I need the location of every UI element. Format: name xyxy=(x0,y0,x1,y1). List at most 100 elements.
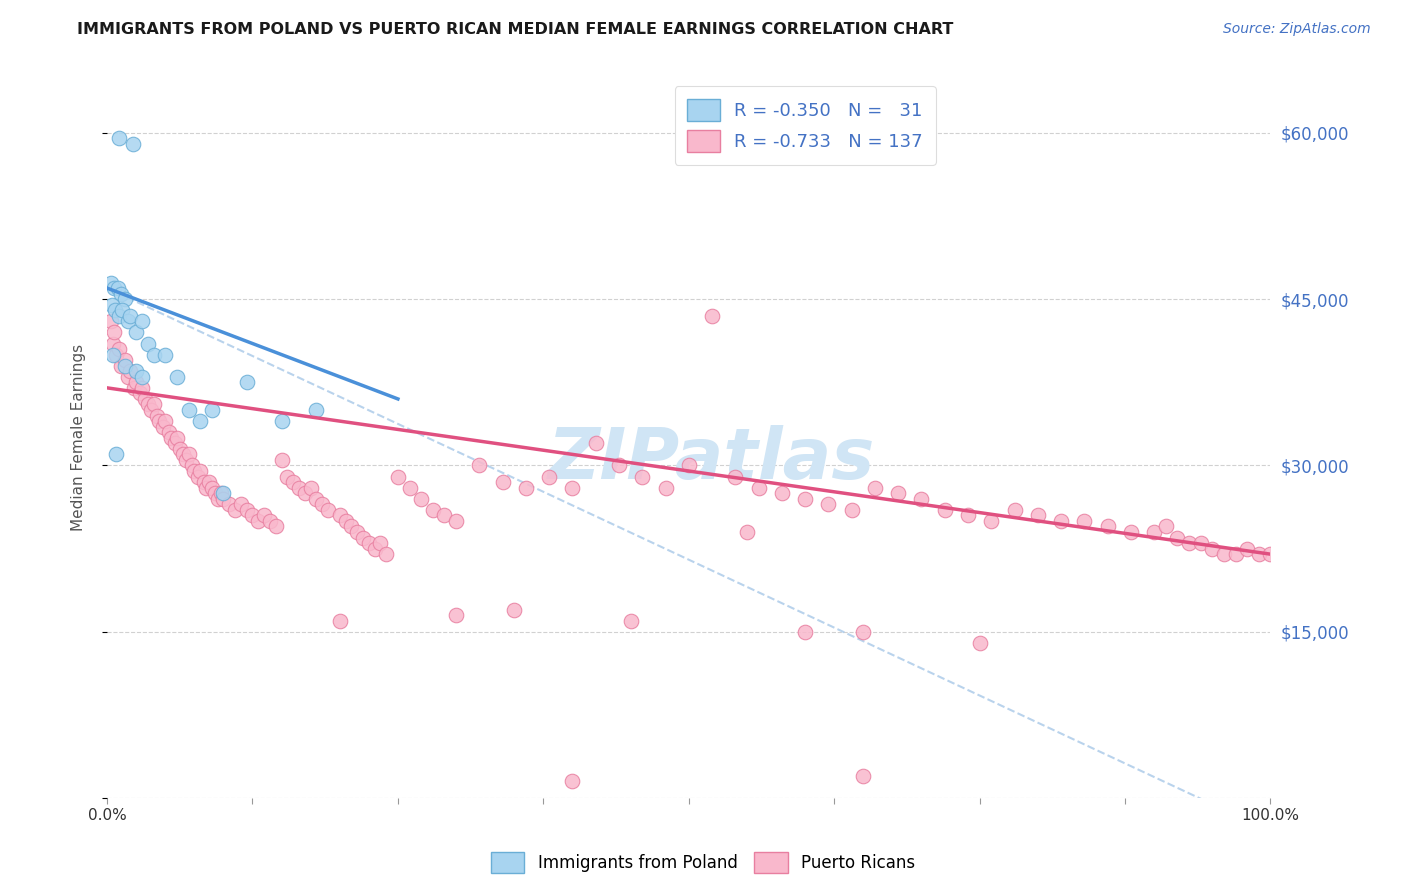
Point xyxy=(444,608,467,623)
Point xyxy=(212,491,235,506)
Point xyxy=(794,491,817,506)
Point xyxy=(148,414,170,428)
Point xyxy=(934,503,956,517)
Point xyxy=(107,309,129,323)
Point xyxy=(100,298,122,312)
Point xyxy=(155,348,177,362)
Point xyxy=(183,464,205,478)
Legend: R = -0.350   N =   31, R = -0.733   N = 137: R = -0.350 N = 31, R = -0.733 N = 137 xyxy=(675,87,936,165)
Point xyxy=(264,519,287,533)
Point xyxy=(620,614,643,628)
Point xyxy=(242,508,264,523)
Point xyxy=(305,403,328,417)
Point xyxy=(363,541,385,556)
Point xyxy=(1097,519,1119,533)
Point xyxy=(114,292,136,306)
Y-axis label: Median Female Earnings: Median Female Earnings xyxy=(72,344,86,532)
Point xyxy=(1178,536,1201,550)
Point xyxy=(121,136,143,151)
Point xyxy=(174,453,197,467)
Point xyxy=(1004,503,1026,517)
Point xyxy=(142,348,165,362)
Point xyxy=(299,481,322,495)
Point xyxy=(1213,547,1236,561)
Point xyxy=(177,403,200,417)
Point xyxy=(1260,547,1282,561)
Point xyxy=(198,475,221,489)
Point xyxy=(375,547,398,561)
Point xyxy=(101,336,124,351)
Point xyxy=(125,376,148,390)
Point xyxy=(218,497,240,511)
Point xyxy=(411,491,433,506)
Point xyxy=(561,481,583,495)
Point xyxy=(110,286,132,301)
Point xyxy=(561,774,583,789)
Point xyxy=(1143,524,1166,539)
Point xyxy=(114,359,136,373)
Point xyxy=(340,519,363,533)
Point xyxy=(956,508,979,523)
Point xyxy=(229,497,252,511)
Text: IMMIGRANTS FROM POLAND VS PUERTO RICAN MEDIAN FEMALE EARNINGS CORRELATION CHART: IMMIGRANTS FROM POLAND VS PUERTO RICAN M… xyxy=(77,22,953,37)
Point xyxy=(259,514,281,528)
Point xyxy=(270,453,292,467)
Point xyxy=(193,475,215,489)
Point xyxy=(1189,536,1212,550)
Point xyxy=(817,497,839,511)
Point xyxy=(852,769,875,783)
Point xyxy=(101,348,124,362)
Point xyxy=(120,364,142,378)
Point xyxy=(142,397,165,411)
Point xyxy=(316,503,339,517)
Point xyxy=(305,491,328,506)
Point xyxy=(125,364,148,378)
Point xyxy=(748,481,770,495)
Point xyxy=(422,503,444,517)
Point xyxy=(117,314,139,328)
Point xyxy=(105,348,128,362)
Point xyxy=(276,469,298,483)
Point xyxy=(503,602,526,616)
Point xyxy=(201,481,224,495)
Point xyxy=(100,276,122,290)
Point xyxy=(468,458,491,473)
Point xyxy=(980,514,1002,528)
Point xyxy=(212,486,235,500)
Point xyxy=(1026,508,1049,523)
Point xyxy=(1050,514,1073,528)
Point xyxy=(1166,531,1188,545)
Point xyxy=(1225,547,1247,561)
Point xyxy=(433,508,456,523)
Point xyxy=(136,336,159,351)
Point xyxy=(209,486,232,500)
Point xyxy=(678,458,700,473)
Point xyxy=(491,475,513,489)
Point xyxy=(1201,541,1223,556)
Point xyxy=(700,309,723,323)
Point xyxy=(103,326,125,340)
Point xyxy=(329,508,352,523)
Point xyxy=(160,431,183,445)
Point xyxy=(735,524,758,539)
Point xyxy=(134,392,156,406)
Point xyxy=(631,469,654,483)
Point xyxy=(235,503,257,517)
Text: Source: ZipAtlas.com: Source: ZipAtlas.com xyxy=(1223,22,1371,37)
Point xyxy=(131,381,153,395)
Point xyxy=(311,497,333,511)
Point xyxy=(177,447,200,461)
Point xyxy=(585,436,607,450)
Point xyxy=(654,481,676,495)
Point xyxy=(103,281,125,295)
Point xyxy=(107,281,129,295)
Point xyxy=(352,531,374,545)
Point xyxy=(863,481,886,495)
Point xyxy=(172,447,194,461)
Point xyxy=(169,442,191,456)
Point xyxy=(329,614,352,628)
Point xyxy=(111,303,134,318)
Point xyxy=(125,326,148,340)
Point xyxy=(253,508,276,523)
Point xyxy=(188,464,211,478)
